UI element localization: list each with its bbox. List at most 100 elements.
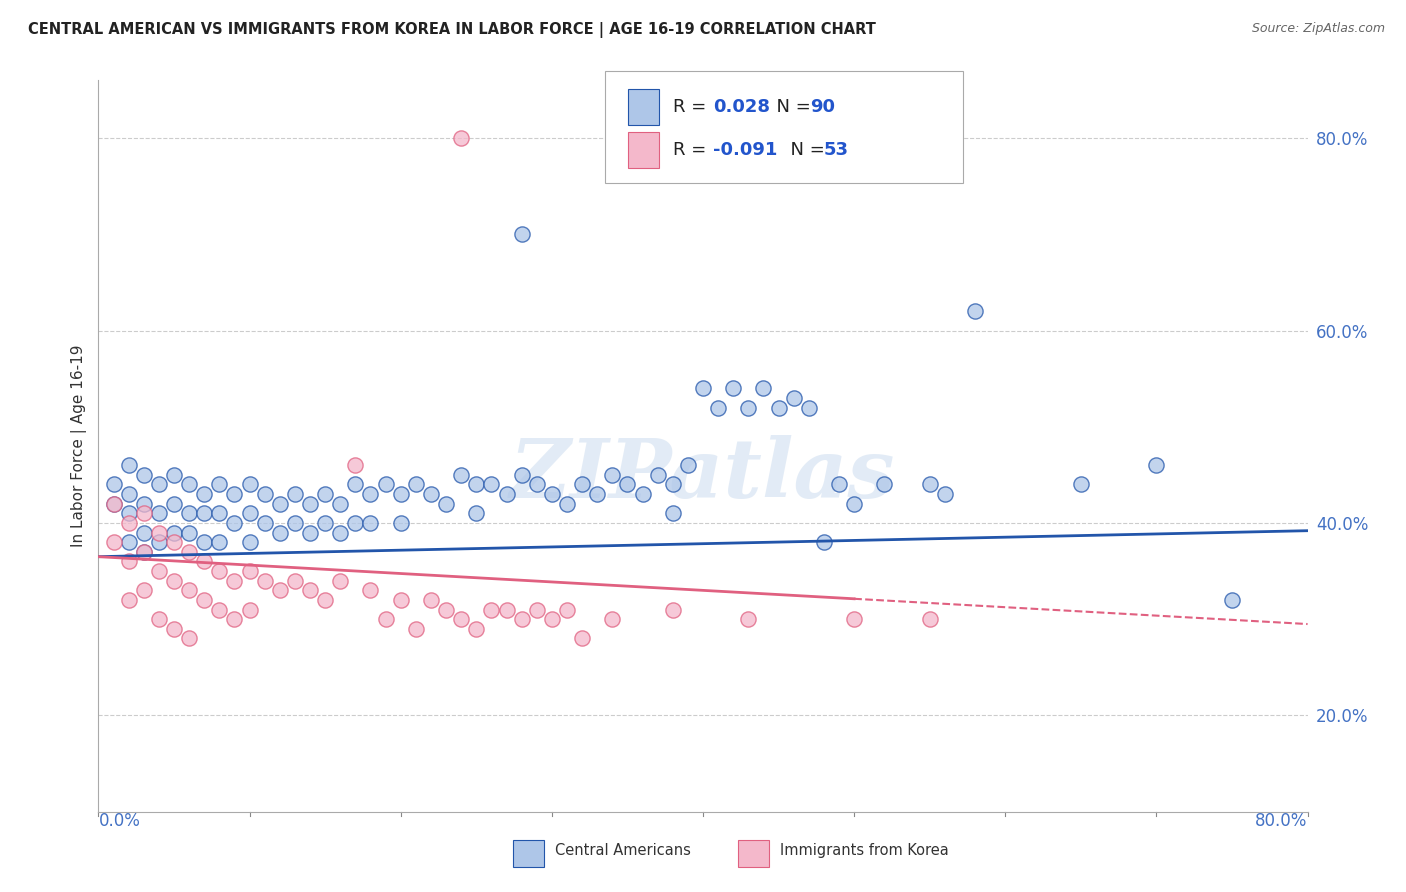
Point	[208, 535, 231, 549]
Point	[148, 564, 170, 578]
Point	[148, 525, 170, 540]
Point	[602, 467, 624, 482]
Point	[450, 467, 472, 482]
Point	[571, 632, 593, 646]
Point	[179, 583, 201, 598]
Point	[179, 477, 201, 491]
Point	[844, 497, 866, 511]
Y-axis label: In Labor Force | Age 16-19: In Labor Force | Age 16-19	[72, 344, 87, 548]
Point	[450, 131, 472, 145]
Point	[481, 477, 503, 491]
Point	[284, 487, 307, 501]
Point	[208, 477, 231, 491]
Text: 0.0%: 0.0%	[98, 812, 141, 830]
Text: 0.028: 0.028	[713, 98, 770, 116]
Point	[148, 507, 170, 521]
Point	[103, 535, 125, 549]
Text: Immigrants from Korea: Immigrants from Korea	[780, 844, 949, 858]
Point	[224, 516, 246, 530]
Point	[299, 583, 322, 598]
Text: 90: 90	[810, 98, 835, 116]
Point	[329, 574, 352, 588]
Point	[918, 612, 941, 626]
Point	[844, 612, 866, 626]
Point	[132, 525, 155, 540]
Text: Central Americans: Central Americans	[555, 844, 692, 858]
Point	[118, 507, 141, 521]
Point	[661, 477, 683, 491]
Point	[526, 602, 548, 616]
Point	[193, 507, 215, 521]
Point	[752, 381, 775, 395]
Point	[163, 622, 186, 636]
Point	[1144, 458, 1167, 473]
Point	[314, 487, 336, 501]
Point	[344, 477, 367, 491]
Point	[132, 545, 155, 559]
Point	[797, 401, 820, 415]
Point	[239, 564, 262, 578]
Point	[360, 487, 382, 501]
Point	[239, 535, 262, 549]
Point	[692, 381, 714, 395]
Point	[540, 612, 562, 626]
Point	[676, 458, 699, 473]
Point	[148, 612, 170, 626]
Point	[540, 487, 562, 501]
Text: 80.0%: 80.0%	[1256, 812, 1308, 830]
Point	[269, 525, 291, 540]
Point	[586, 487, 609, 501]
Point	[389, 516, 412, 530]
Point	[132, 545, 155, 559]
Point	[420, 593, 443, 607]
Point	[768, 401, 790, 415]
Point	[314, 593, 336, 607]
Point	[661, 507, 683, 521]
Point	[118, 487, 141, 501]
Point	[434, 602, 457, 616]
Point	[465, 477, 488, 491]
Point	[918, 477, 941, 491]
Point	[602, 612, 624, 626]
Point	[269, 497, 291, 511]
Point	[571, 477, 593, 491]
Point	[934, 487, 956, 501]
Text: CENTRAL AMERICAN VS IMMIGRANTS FROM KOREA IN LABOR FORCE | AGE 16-19 CORRELATION: CENTRAL AMERICAN VS IMMIGRANTS FROM KORE…	[28, 22, 876, 38]
Point	[405, 477, 427, 491]
Point	[405, 622, 427, 636]
Point	[253, 487, 276, 501]
Point	[707, 401, 730, 415]
Point	[555, 602, 578, 616]
Point	[208, 564, 231, 578]
Point	[510, 612, 533, 626]
Point	[1070, 477, 1092, 491]
Point	[103, 477, 125, 491]
Point	[269, 583, 291, 598]
Point	[118, 593, 141, 607]
Point	[179, 525, 201, 540]
Point	[647, 467, 669, 482]
Point	[465, 622, 488, 636]
Point	[299, 525, 322, 540]
Point	[434, 497, 457, 511]
Text: N =: N =	[765, 98, 817, 116]
Point	[193, 535, 215, 549]
Point	[737, 401, 759, 415]
Point	[208, 602, 231, 616]
Point	[1220, 593, 1243, 607]
Point	[253, 516, 276, 530]
Point	[360, 583, 382, 598]
Point	[374, 612, 396, 626]
Point	[873, 477, 896, 491]
Point	[284, 574, 307, 588]
Text: R =: R =	[673, 141, 713, 159]
Text: 53: 53	[824, 141, 849, 159]
Point	[118, 554, 141, 568]
Point	[224, 612, 246, 626]
Point	[239, 507, 262, 521]
Point	[450, 612, 472, 626]
Point	[163, 525, 186, 540]
Text: R =: R =	[673, 98, 713, 116]
Point	[132, 583, 155, 598]
Text: -0.091: -0.091	[713, 141, 778, 159]
